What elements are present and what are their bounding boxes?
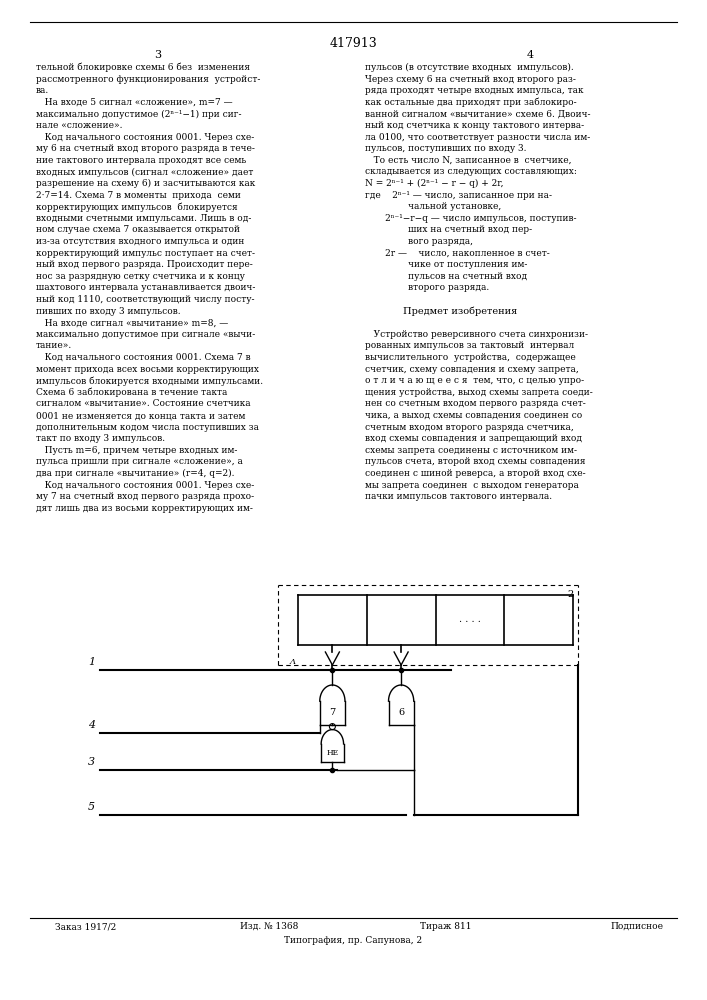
Text: такт по входу 3 импульсов.: такт по входу 3 импульсов.	[36, 434, 165, 443]
Text: . . . .: . . . .	[459, 615, 481, 624]
Text: максимально допустимое при сигнале «вычи-: максимально допустимое при сигнале «вычи…	[36, 330, 255, 339]
Text: сигналом «вычитание». Состояние счетчика: сигналом «вычитание». Состояние счетчика	[36, 399, 250, 408]
Text: соединен с шиной реверса, а второй вход схе-: соединен с шиной реверса, а второй вход …	[365, 469, 585, 478]
Text: нале «сложение».: нале «сложение».	[36, 121, 122, 130]
Text: о т л и ч а ю щ е е с я  тем, что, с целью упро-: о т л и ч а ю щ е е с я тем, что, с цель…	[365, 376, 584, 385]
Text: ла 0100, что соответствует разности числа им-: ла 0100, что соответствует разности числ…	[365, 133, 590, 142]
Text: 4: 4	[88, 720, 95, 730]
Text: пульсов счета, второй вход схемы совпадения: пульсов счета, второй вход схемы совпаде…	[365, 457, 585, 466]
Text: ва.: ва.	[36, 86, 49, 95]
Text: N = 2ⁿ⁻¹ + (2ⁿ⁻¹ − r − q) + 2r,: N = 2ⁿ⁻¹ + (2ⁿ⁻¹ − r − q) + 2r,	[365, 179, 503, 188]
Text: из-за отсутствия входного импульса и один: из-за отсутствия входного импульса и оди…	[36, 237, 245, 246]
Text: счетным входом второго разряда счетчика,: счетным входом второго разряда счетчика,	[365, 423, 574, 432]
Text: му 6 на счетный вход второго разряда в тече-: му 6 на счетный вход второго разряда в т…	[36, 144, 255, 153]
Text: ный код счетчика к концу тактового интерва-: ный код счетчика к концу тактового интер…	[365, 121, 584, 130]
Text: 4: 4	[527, 50, 534, 60]
Text: му 7 на счетный вход первого разряда прохо-: му 7 на счетный вход первого разряда про…	[36, 492, 254, 501]
Text: шахтового интервала устанавливается двоич-: шахтового интервала устанавливается двои…	[36, 283, 255, 292]
Text: рованных импульсов за тактовый  интервал: рованных импульсов за тактовый интервал	[365, 341, 574, 350]
Text: пульса пришли при сигнале «сложение», а: пульса пришли при сигнале «сложение», а	[36, 457, 243, 466]
Text: 2ⁿ⁻¹−r−q — число импульсов, поступив-: 2ⁿ⁻¹−r−q — число импульсов, поступив-	[365, 214, 576, 223]
Text: То есть число N, записанное в  счетчике,: То есть число N, записанное в счетчике,	[365, 156, 571, 165]
Text: 5: 5	[88, 802, 95, 812]
Text: тельной блокировке схемы 6 без  изменения: тельной блокировке схемы 6 без изменения	[36, 63, 250, 73]
Text: 2·7=14. Схема 7 в моменты  прихода  семи: 2·7=14. Схема 7 в моменты прихода семи	[36, 191, 241, 200]
Text: Через схему 6 на счетный вход второго раз-: Через схему 6 на счетный вход второго ра…	[365, 75, 576, 84]
Text: дят лишь два из восьми корректирующих им-: дят лишь два из восьми корректирующих им…	[36, 504, 253, 513]
Text: Предмет изобретения: Предмет изобретения	[403, 307, 517, 316]
Text: Изд. № 1368: Изд. № 1368	[240, 922, 298, 931]
Text: ный вход первого разряда. Происходит пере-: ный вход первого разряда. Происходит пер…	[36, 260, 252, 269]
Text: корректирующих импульсов  блокируется: корректирующих импульсов блокируется	[36, 202, 238, 212]
Text: нен со счетным входом первого разряда счет-: нен со счетным входом первого разряда сч…	[365, 399, 586, 408]
Text: входными счетными импульсами. Лишь в од-: входными счетными импульсами. Лишь в од-	[36, 214, 252, 223]
Text: На входе 5 сигнал «сложение», m=7 —: На входе 5 сигнал «сложение», m=7 —	[36, 98, 233, 107]
Text: чике от поступления им-: чике от поступления им-	[365, 260, 527, 269]
Text: Схема 6 заблокирована в течение такта: Схема 6 заблокирована в течение такта	[36, 388, 228, 397]
Text: ванной сигналом «вычитание» схеме 6. Двоич-: ванной сигналом «вычитание» схеме 6. Дво…	[365, 109, 590, 118]
Text: ших на счетный вход пер-: ших на счетный вход пер-	[365, 225, 532, 234]
Text: максимально допустимое (2ⁿ⁻¹−1) при сиг-: максимально допустимое (2ⁿ⁻¹−1) при сиг-	[36, 109, 242, 119]
Text: входных импульсов (сигнал «сложение» дает: входных импульсов (сигнал «сложение» дае…	[36, 167, 253, 177]
Text: рассмотренного функционирования  устройст-: рассмотренного функционирования устройст…	[36, 75, 260, 84]
Text: ный код 1110, соответствующий числу посту-: ный код 1110, соответствующий числу пост…	[36, 295, 255, 304]
Text: Пусть m=6, причем четыре входных им-: Пусть m=6, причем четыре входных им-	[36, 446, 238, 455]
Text: пульсов (в отсутствие входных  импульсов).: пульсов (в отсутствие входных импульсов)…	[365, 63, 574, 72]
Text: тание».: тание».	[36, 341, 72, 350]
Text: 2r —    число, накопленное в счет-: 2r — число, накопленное в счет-	[365, 249, 550, 258]
Text: вого разряда,: вого разряда,	[365, 237, 473, 246]
Text: разрешение на схему 6) и засчитываются как: разрешение на схему 6) и засчитываются к…	[36, 179, 255, 188]
Text: пивших по входу 3 импульсов.: пивших по входу 3 импульсов.	[36, 307, 180, 316]
Text: ряда проходят четыре входных импульса, так: ряда проходят четыре входных импульса, т…	[365, 86, 583, 95]
Text: схемы запрета соединены с источником им-: схемы запрета соединены с источником им-	[365, 446, 577, 455]
Text: 0001 не изменяется до конца такта и затем: 0001 не изменяется до конца такта и зате…	[36, 411, 245, 420]
Text: второго разряда.: второго разряда.	[365, 283, 489, 292]
Text: Λ: Λ	[289, 658, 296, 666]
Text: щения устройства, выход схемы запрета соеди-: щения устройства, выход схемы запрета со…	[365, 388, 592, 397]
Text: 417913: 417913	[329, 37, 377, 50]
Text: корректирующий импульс поступает на счет-: корректирующий импульс поступает на счет…	[36, 249, 255, 258]
Text: Типография, пр. Сапунова, 2: Типография, пр. Сапунова, 2	[284, 936, 422, 945]
Text: НЕ: НЕ	[327, 749, 339, 757]
Text: ном случае схема 7 оказывается открытой: ном случае схема 7 оказывается открытой	[36, 225, 240, 234]
Text: 2: 2	[567, 590, 573, 599]
Text: вычислительного  устройства,  содержащее: вычислительного устройства, содержащее	[365, 353, 575, 362]
Text: дополнительным кодом числа поступивших за: дополнительным кодом числа поступивших з…	[36, 423, 259, 432]
Text: два при сигнале «вычитание» (r=4, q=2).: два при сигнале «вычитание» (r=4, q=2).	[36, 469, 235, 478]
Text: Код начального состояния 0001. Схема 7 в: Код начального состояния 0001. Схема 7 в	[36, 353, 250, 362]
Text: Заказ 1917/2: Заказ 1917/2	[55, 922, 116, 931]
Text: На входе сигнал «вычитание» m=8, —: На входе сигнал «вычитание» m=8, —	[36, 318, 228, 327]
Text: где    2ⁿ⁻¹ — число, записанное при на-: где 2ⁿ⁻¹ — число, записанное при на-	[365, 191, 552, 200]
Text: как остальные два приходят при заблокиро-: как остальные два приходят при заблокиро…	[365, 98, 577, 107]
Text: чика, а выход схемы совпадения соединен со: чика, а выход схемы совпадения соединен …	[365, 411, 583, 420]
Text: мы запрета соединен  с выходом генератора: мы запрета соединен с выходом генератора	[365, 481, 579, 490]
Text: пульсов на счетный вход: пульсов на счетный вход	[365, 272, 527, 281]
Text: момент прихода всех восьми корректирующих: момент прихода всех восьми корректирующи…	[36, 365, 259, 374]
Text: импульсов блокируется входными импульсами.: импульсов блокируется входными импульсам…	[36, 376, 263, 386]
Text: складывается из следующих составляющих:: складывается из следующих составляющих:	[365, 167, 577, 176]
Text: Подписное: Подписное	[610, 922, 663, 931]
Text: Код начального состояния 0001. Через схе-: Код начального состояния 0001. Через схе…	[36, 133, 255, 142]
Text: пульсов, поступивших по входу 3.: пульсов, поступивших по входу 3.	[365, 144, 527, 153]
Text: Код начального состояния 0001. Через схе-: Код начального состояния 0001. Через схе…	[36, 481, 255, 490]
Text: 3: 3	[154, 50, 162, 60]
Text: ние тактового интервала проходят все семь: ние тактового интервала проходят все сем…	[36, 156, 246, 165]
Text: 6: 6	[398, 708, 404, 717]
Text: вход схемы совпадения и запрещающий вход: вход схемы совпадения и запрещающий вход	[365, 434, 582, 443]
Text: нос за разрядную сетку счетчика и к концу: нос за разрядную сетку счетчика и к конц…	[36, 272, 245, 281]
Text: чальной установке,: чальной установке,	[365, 202, 501, 211]
Text: 1: 1	[88, 657, 95, 667]
Text: Устройство реверсивного счета синхронизи-: Устройство реверсивного счета синхронизи…	[365, 330, 588, 339]
Text: 7: 7	[329, 708, 336, 717]
Text: пачки импульсов тактового интервала.: пачки импульсов тактового интервала.	[365, 492, 552, 501]
Text: 3: 3	[88, 757, 95, 767]
Text: счетчик, схему совпадения и схему запрета,: счетчик, схему совпадения и схему запрет…	[365, 365, 579, 374]
Text: Тираж 811: Тираж 811	[420, 922, 472, 931]
